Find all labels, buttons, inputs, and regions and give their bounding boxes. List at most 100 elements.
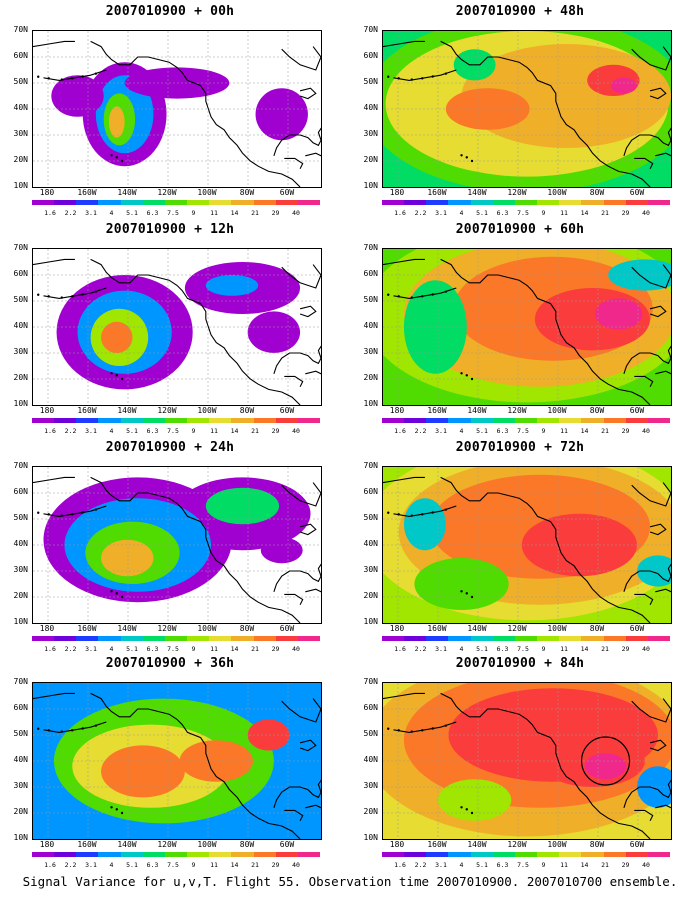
panel-title: 2007010900 + 72h (455, 440, 585, 455)
colorbar-label: 6.3 (496, 861, 509, 869)
colorbar-segment (120, 418, 143, 423)
island (47, 77, 50, 80)
coastline (284, 157, 304, 170)
panel-title: 2007010900 + 12h (105, 222, 235, 237)
lon-tick-label: 80W (589, 624, 605, 633)
colorbar (382, 418, 671, 423)
coastline (623, 127, 671, 156)
colorbar-segment (275, 636, 298, 641)
island (397, 729, 400, 732)
colorbar-label: 5.1 (126, 645, 138, 653)
colorbar-label: 21 (251, 427, 259, 435)
colorbar-segment (209, 418, 232, 423)
colorbar-segment (647, 418, 671, 423)
colorbar-segment (426, 418, 449, 423)
island (444, 724, 448, 727)
colorbar (382, 852, 671, 857)
lat-tick-label: 20N (13, 807, 28, 816)
colorbar-label: 4 (459, 861, 464, 869)
contour-region (205, 487, 280, 525)
lon-tick-label: 80W (589, 406, 605, 415)
colorbar-segment (98, 418, 121, 423)
lon-tick-label: 60W (629, 188, 645, 197)
coastline (634, 809, 654, 822)
map-panel: 2007010900 + 24h 70N 60N 50N 40N 30N 20N 10N 180… (0, 436, 340, 654)
colorbar-label: 2.2 (414, 645, 427, 653)
island (470, 159, 474, 163)
colorbar-label: 7.5 (167, 861, 179, 869)
contour-region (595, 298, 643, 330)
lon-tick-label: 120W (507, 840, 527, 849)
coastline (634, 375, 654, 388)
lat-tick-label: 30N (13, 565, 28, 574)
colorbar-segment (275, 852, 298, 857)
island (60, 514, 63, 517)
island (387, 511, 390, 514)
lat-tick-label: 70N (363, 25, 378, 34)
colorbar-label: 14 (230, 645, 239, 653)
coastline (383, 258, 425, 266)
lat-tick-label: 60N (13, 269, 28, 278)
lon-tick-label: 180 (39, 624, 55, 633)
coastline (33, 40, 75, 48)
lon-tick-label: 140W (117, 406, 137, 415)
colorbar-segment (231, 852, 254, 857)
island (410, 730, 413, 733)
lat-tick-label: 40N (13, 755, 28, 764)
colorbar-segment (164, 418, 188, 423)
colorbar-label: 21 (251, 209, 259, 217)
colorbar-segment (537, 418, 560, 423)
lon-tick-label: 60W (629, 624, 645, 633)
colorbar-label: 29 (271, 427, 280, 435)
lon-tick-label: 60W (629, 840, 645, 849)
colorbar-segment (76, 852, 99, 857)
colorbar-segment (647, 636, 671, 641)
colorbar-segment (404, 636, 427, 641)
map-field (32, 30, 322, 188)
island (431, 727, 434, 730)
lat-tick-label: 70N (13, 461, 28, 470)
colorbar-segment (120, 852, 143, 857)
lat-tick-label: 30N (363, 781, 378, 790)
lon-tick-label: 80W (239, 406, 255, 415)
colorbar-segment (470, 636, 493, 641)
island (444, 72, 448, 75)
coastline (440, 258, 651, 405)
island (37, 75, 40, 78)
colorbar-segment (492, 636, 515, 641)
coastline (649, 523, 667, 536)
lat-tick-label: 50N (363, 729, 378, 738)
colorbar-segment (382, 200, 405, 205)
colorbar-label: 9 (191, 861, 196, 869)
lat-tick-label: 70N (363, 461, 378, 470)
island (431, 75, 434, 78)
colorbar (32, 852, 321, 857)
colorbar-segment (448, 636, 471, 641)
colorbar-label: 9 (541, 427, 546, 435)
lat-tick-label: 30N (363, 565, 378, 574)
island (47, 729, 50, 732)
colorbar-label: 9 (191, 645, 196, 653)
colorbar-label: 2.2 (64, 427, 77, 435)
lon-tick-label: 80W (589, 188, 605, 197)
contour-region (108, 106, 125, 138)
colorbar-segment (120, 200, 143, 205)
island (115, 374, 118, 377)
lon-tick-label: 60W (279, 406, 295, 415)
lat-tick-label: 20N (13, 373, 28, 382)
colorbar-label: 21 (601, 209, 609, 217)
panel-title: 2007010900 + 00h (105, 4, 235, 19)
lon-tick-label: 160W (77, 624, 97, 633)
lon-tick-label: 180 (389, 188, 405, 197)
island (81, 511, 84, 514)
island (37, 293, 40, 296)
colorbar-label: 1.6 (394, 209, 406, 217)
colorbar-segment (187, 418, 210, 423)
colorbar-label: 2.2 (414, 427, 427, 435)
coastline (90, 40, 301, 187)
lon-tick-label: 100W (547, 406, 567, 415)
colorbar-label: 29 (621, 861, 630, 869)
lat-tick-label: 20N (363, 155, 378, 164)
variance-contour-map (383, 467, 671, 623)
coastline (284, 809, 304, 822)
